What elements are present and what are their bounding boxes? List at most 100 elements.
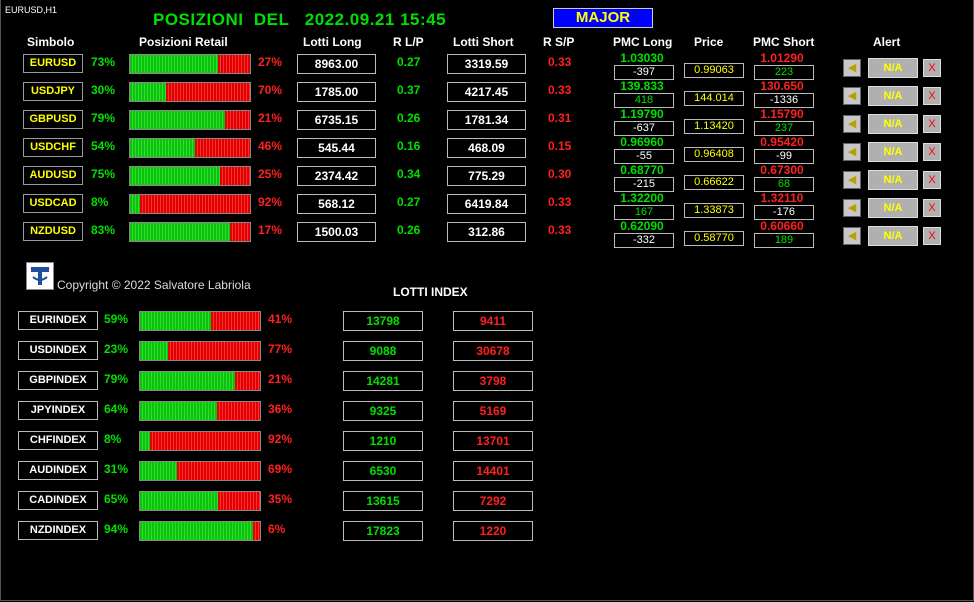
short-fill (167, 342, 260, 360)
pair-symbol-button[interactable]: EURUSD (23, 54, 83, 73)
pmc-short-pips: 68 (754, 177, 814, 192)
alert-na-button[interactable]: N/A (868, 142, 918, 162)
short-percent: 25% (258, 167, 283, 181)
bell-icon[interactable]: ◀ (843, 171, 861, 189)
index-long-lots: 1210 (343, 431, 423, 451)
short-percent: 70% (258, 83, 283, 97)
lotti-long-value: 6735.15 (297, 110, 376, 130)
bell-icon[interactable]: ◀ (843, 143, 861, 161)
bell-icon[interactable]: ◀ (843, 87, 861, 105)
lotti-long-value: 568.12 (297, 194, 376, 214)
lotti-short-value: 6419.84 (447, 194, 526, 214)
long-fill (130, 195, 140, 213)
ratio-long: 0.27 (397, 195, 421, 209)
pmc-long-price: 139.833 (620, 79, 664, 93)
retail-position-bar (129, 166, 251, 186)
pmc-short-price: 1.01290 (760, 51, 804, 65)
current-price: 0.96408 (684, 147, 744, 162)
lotti-short-value: 775.29 (447, 166, 526, 186)
alert-na-button[interactable]: N/A (868, 170, 918, 190)
pair-symbol-button[interactable]: NZDUSD (23, 222, 83, 241)
pmc-short-price: 0.60660 (760, 219, 804, 233)
bell-icon[interactable]: ◀ (843, 115, 861, 133)
alert-na-button[interactable]: N/A (868, 114, 918, 134)
alert-close-button[interactable]: X (923, 87, 941, 105)
bell-icon[interactable]: ◀ (843, 59, 861, 77)
bell-icon[interactable]: ◀ (843, 199, 861, 217)
long-fill (130, 111, 225, 129)
index-short-percent: 21% (268, 372, 293, 386)
page-title: POSIZIONI DEL 2022.09.21 15:45 (153, 10, 447, 29)
alert-na-button[interactable]: N/A (868, 226, 918, 246)
lotti-short-value: 312.86 (447, 222, 526, 242)
ratio-short: 0.33 (548, 83, 572, 97)
lotti-long-value: 545.44 (297, 138, 376, 158)
ratio-short: 0.33 (548, 195, 572, 209)
long-fill (130, 139, 195, 157)
index-symbol-button[interactable]: CADINDEX (18, 491, 98, 510)
ratio-short: 0.30 (548, 167, 572, 181)
bell-icon[interactable]: ◀ (843, 227, 861, 245)
pair-symbol-button[interactable]: AUDUSD (23, 166, 83, 185)
header-lotti-long: Lotti Long (303, 35, 362, 49)
long-percent: 54% (91, 139, 116, 153)
index-long-percent: 65% (104, 492, 129, 506)
retail-position-bar (129, 110, 251, 130)
alert-close-button[interactable]: X (923, 143, 941, 161)
pmc-long-pips: -215 (614, 177, 674, 192)
current-price: 144.014 (684, 91, 744, 106)
current-price: 0.66622 (684, 175, 744, 190)
index-long-lots: 14281 (343, 371, 423, 391)
index-symbol-button[interactable]: EURINDEX (18, 311, 98, 330)
index-long-percent: 64% (104, 402, 129, 416)
pair-symbol-button[interactable]: GBPUSD (23, 110, 83, 129)
index-short-percent: 35% (268, 492, 293, 506)
alert-close-button[interactable]: X (923, 115, 941, 133)
header-price: Price (694, 35, 724, 49)
index-symbol-button[interactable]: JPYINDEX (18, 401, 98, 420)
index-symbol-button[interactable]: AUDINDEX (18, 461, 98, 480)
index-short-lots: 7292 (453, 491, 533, 511)
ratio-short: 0.31 (548, 111, 572, 125)
ratio-short: 0.33 (548, 55, 572, 69)
pmc-long-pips: 167 (614, 205, 674, 220)
alert-close-button[interactable]: X (923, 199, 941, 217)
long-fill (140, 462, 178, 480)
index-symbol-button[interactable]: USDINDEX (18, 341, 98, 360)
alert-close-button[interactable]: X (923, 227, 941, 245)
short-fill (218, 492, 260, 510)
current-price: 0.99063 (684, 63, 744, 78)
index-long-lots: 13798 (343, 311, 423, 331)
lotti-short-value: 3319.59 (447, 54, 526, 74)
short-fill (234, 372, 260, 390)
long-percent: 75% (91, 167, 116, 181)
ratio-short: 0.15 (548, 139, 572, 153)
header-posizioni-retail: Posizioni Retail (139, 35, 228, 49)
pmc-short-price: 0.67300 (760, 163, 804, 177)
lotti-long-value: 1500.03 (297, 222, 376, 242)
logo-icon (26, 262, 54, 290)
long-percent: 79% (91, 111, 116, 125)
long-fill (140, 432, 150, 450)
pair-symbol-button[interactable]: USDCAD (23, 194, 83, 213)
alert-close-button[interactable]: X (923, 171, 941, 189)
pmc-long-price: 0.68770 (620, 163, 664, 177)
index-symbol-button[interactable]: CHFINDEX (18, 431, 98, 450)
long-fill (130, 83, 166, 101)
alert-na-button[interactable]: N/A (868, 198, 918, 218)
alert-close-button[interactable]: X (923, 59, 941, 77)
pair-symbol-button[interactable]: USDJPY (23, 82, 83, 101)
long-fill (140, 492, 218, 510)
pmc-short-pips: -1336 (754, 93, 814, 108)
alert-na-button[interactable]: N/A (868, 58, 918, 78)
short-percent: 17% (258, 223, 283, 237)
alert-na-button[interactable]: N/A (868, 86, 918, 106)
major-group-button[interactable]: MAJOR (553, 8, 653, 28)
short-percent: 92% (258, 195, 283, 209)
header-lotti-short: Lotti Short (453, 35, 514, 49)
index-long-percent: 8% (104, 432, 122, 446)
pair-symbol-button[interactable]: USDCHF (23, 138, 83, 157)
pmc-long-pips: -397 (614, 65, 674, 80)
index-symbol-button[interactable]: NZDINDEX (18, 521, 98, 540)
index-symbol-button[interactable]: GBPINDEX (18, 371, 98, 390)
